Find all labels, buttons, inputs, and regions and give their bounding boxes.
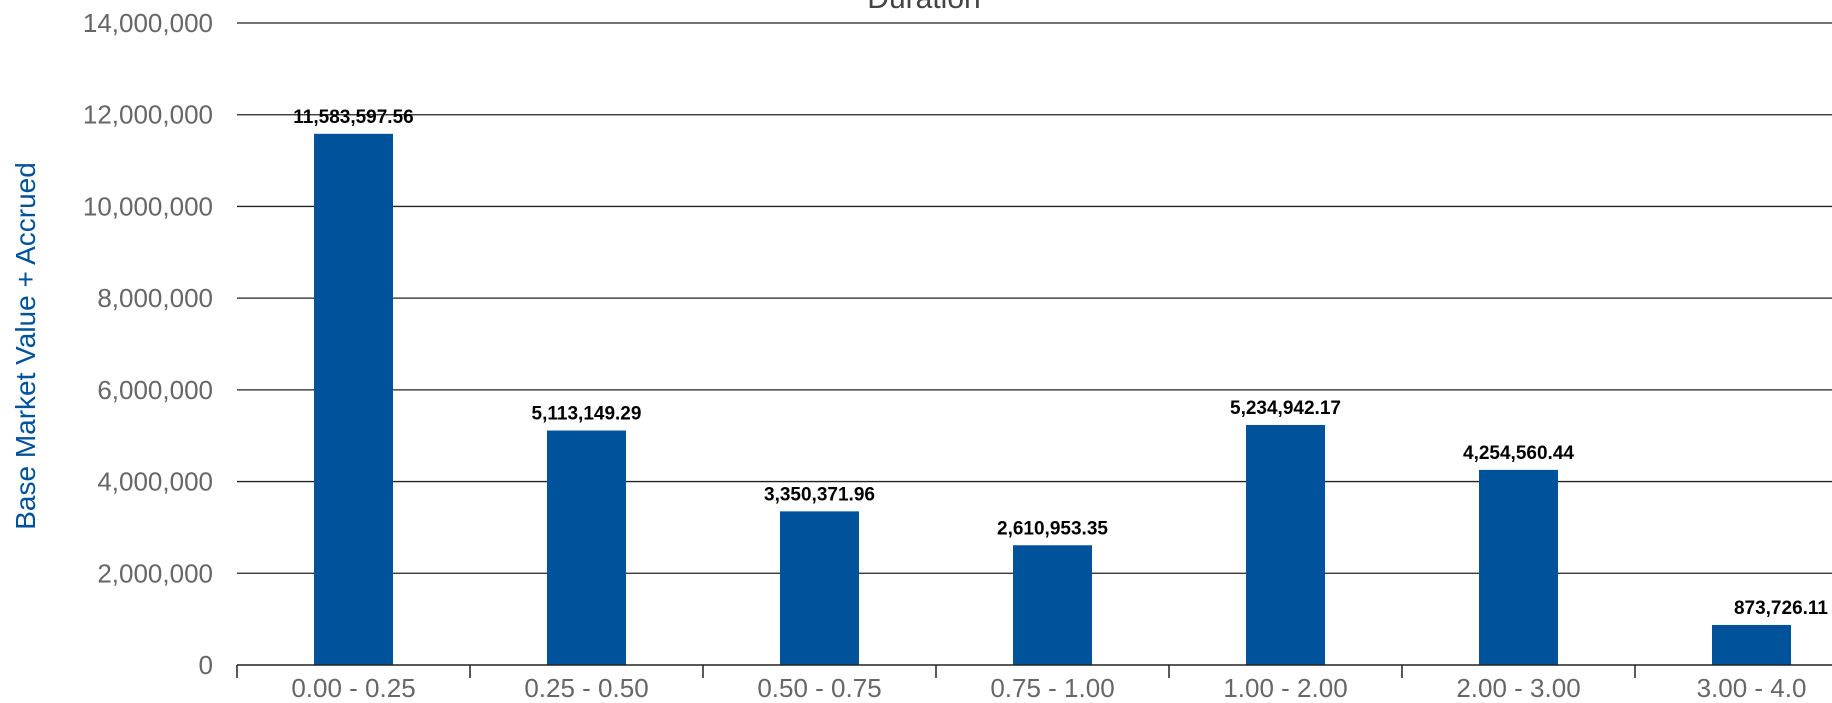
bars <box>314 133 1791 665</box>
x-tick-label: 0.00 - 0.25 <box>291 673 415 703</box>
y-tick-label: 6,000,000 <box>97 375 213 405</box>
gridlines: 0 2,000,000 4,000,000 6,000,000 8,000,000 10,… <box>83 8 1832 680</box>
x-tick-label: 0.25 - 0.50 <box>524 673 648 703</box>
data-labels: 11,583,597.56 5,113,149.29 3,350,371.96 2,6… <box>293 107 1828 619</box>
x-tick-label: 3.00 - 4.0 <box>1697 673 1807 703</box>
y-tick-label: 0 <box>199 650 213 680</box>
y-tick-label: 10,000,000 <box>83 191 213 221</box>
data-label: 11,583,597.56 <box>293 107 413 128</box>
x-axis: 0.00 - 0.25 0.25 - 0.50 0.50 - 0.75 0.75 - … <box>236 664 1832 703</box>
chart-title: Duration <box>867 0 980 15</box>
y-tick-label: 2,000,000 <box>97 558 213 588</box>
bar <box>1013 545 1092 665</box>
y-tick-label: 8,000,000 <box>97 283 213 313</box>
data-label: 4,254,560.44 <box>1463 443 1574 464</box>
bar <box>780 511 859 665</box>
data-label: 2,610,953.35 <box>997 518 1108 539</box>
y-tick-label: 4,000,000 <box>97 467 213 497</box>
y-axis-label: Base Market Value + Accrued <box>10 162 41 530</box>
x-tick-label: 0.75 - 1.00 <box>990 673 1114 703</box>
bar <box>1246 424 1325 665</box>
bar <box>314 133 393 665</box>
x-tick-label: 2.00 - 3.00 <box>1456 673 1580 703</box>
bar <box>1479 469 1558 665</box>
data-label: 873,726.11 <box>1734 598 1828 619</box>
data-label: 5,234,942.17 <box>1230 398 1341 419</box>
x-tick-label: 0.50 - 0.75 <box>757 673 881 703</box>
y-tick-label: 12,000,000 <box>83 100 213 130</box>
data-label: 5,113,149.29 <box>532 404 642 425</box>
y-tick-label: 14,000,000 <box>83 8 213 38</box>
x-tick-label: 1.00 - 2.00 <box>1223 673 1347 703</box>
bar <box>547 430 626 665</box>
data-label: 3,350,371.96 <box>764 484 875 505</box>
bar <box>1712 624 1791 665</box>
